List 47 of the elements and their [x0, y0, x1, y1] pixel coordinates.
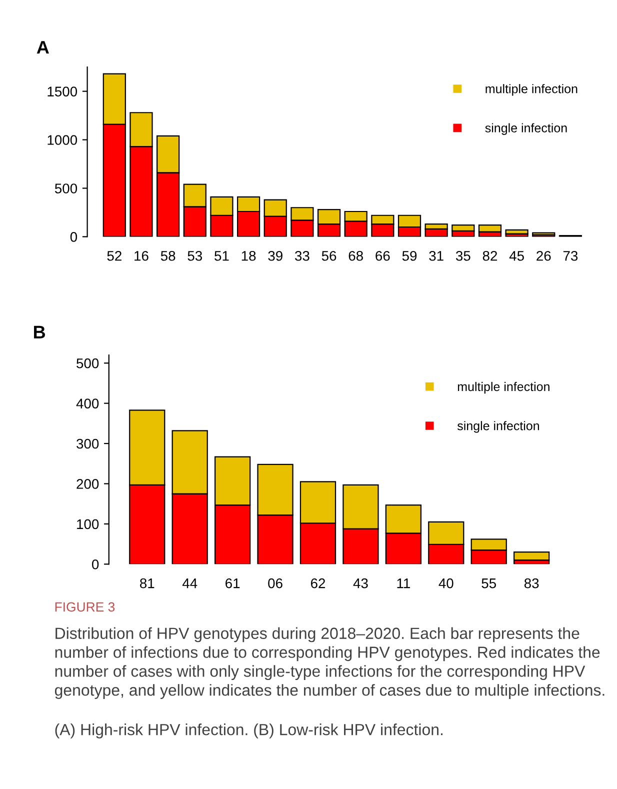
text: Distribution of HPV genotypes during 2018–2020. Each bar represents the number of infections due to corresponding HPV genotypes. Red indicates the number of cases with only single-type infections for the corresponding HPV genotype, and yellow indicates the number of cases due to multiple infections. [54, 627, 604, 699]
y-tick-label: 500 [76, 358, 99, 368]
x-tick-label: 55 [482, 578, 496, 588]
chart-title: A [36, 41, 49, 54]
x-tick-label: 45 [509, 251, 524, 261]
y-tick-label: 1000 [48, 135, 78, 145]
x-tick-label: 35 [456, 250, 470, 261]
x-tick-label: 06 [268, 578, 282, 588]
x-tick-label: 40 [438, 578, 454, 588]
x-tick-label: 83 [524, 578, 539, 588]
y-tick-label: 200 [76, 479, 99, 489]
x-tick-label: 73 [563, 250, 578, 261]
y-tick-label: 0 [92, 559, 99, 570]
y-tick-label: 300 [76, 438, 99, 449]
y-tick-label: 1500 [48, 86, 78, 96]
y-tick-label: 500 [54, 184, 78, 194]
text: (A) High-risk HPV infection. (B) Low-risk HPV infection. [55, 724, 442, 738]
x-tick-label: 59 [402, 250, 417, 261]
legend-label: multiple infection [486, 84, 578, 96]
x-tick-label: 82 [482, 250, 498, 261]
legend-label: multiple infection [458, 382, 550, 394]
x-tick-label: 18 [242, 250, 256, 261]
x-tick-label: 26 [536, 250, 551, 261]
x-tick-label: 39 [268, 250, 282, 261]
x-tick-label: 43 [353, 578, 368, 588]
chart-title: B [34, 326, 46, 338]
x-tick-label: 81 [140, 578, 154, 588]
x-tick-label: 66 [376, 250, 390, 261]
x-tick-label: 56 [322, 250, 336, 261]
x-tick-label: 31 [429, 250, 444, 261]
x-tick-label: 44 [182, 578, 198, 588]
legend-label: single infection [485, 123, 567, 135]
caption: FIGURE 3 [55, 602, 115, 612]
x-tick-label: 58 [160, 250, 176, 261]
x-tick-label: 11 [397, 578, 410, 588]
x-tick-label: 68 [348, 250, 363, 261]
y-tick-label: 0 [70, 232, 78, 242]
x-tick-label: 53 [188, 250, 202, 261]
y-tick-label: 400 [76, 398, 99, 408]
y-tick-label: 100 [77, 519, 99, 530]
x-tick-label: 52 [107, 250, 122, 261]
x-tick-label: 16 [134, 250, 148, 261]
x-tick-label: 61 [226, 578, 240, 588]
legend-label: single infection [457, 421, 539, 433]
x-tick-label: 33 [295, 250, 310, 261]
x-tick-label: 51 [214, 251, 229, 261]
x-tick-label: 62 [310, 578, 326, 588]
